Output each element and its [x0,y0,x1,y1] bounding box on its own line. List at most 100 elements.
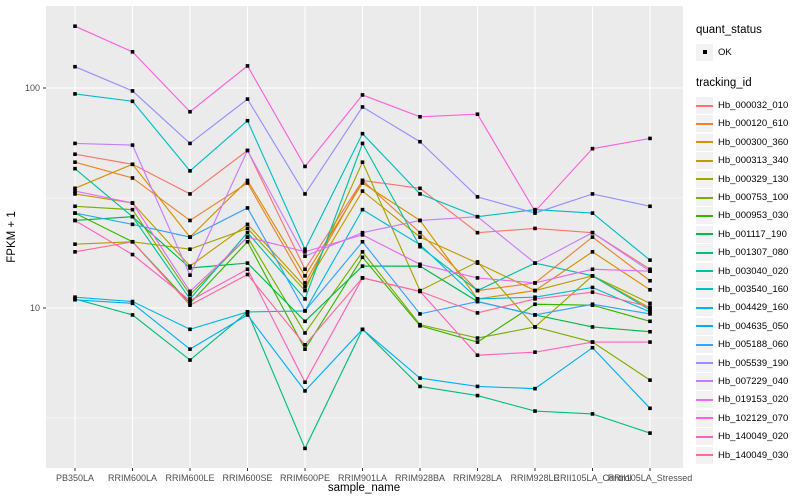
legend-item: Hb_000953_030 [696,207,800,225]
data-point [130,89,135,93]
legend-item-label: Hb_000953_030 [718,210,789,222]
data-point [188,347,192,351]
data-point [188,292,192,297]
x-tick-label: RRIM600PE [280,473,330,483]
legend-key-swatch [696,391,713,409]
line-swatch-icon [696,122,713,125]
data-point [533,325,537,329]
x-tick-label: RRIM901LA [338,473,387,483]
data-point [475,297,480,301]
axis-ticks [43,87,651,471]
data-point [418,289,422,294]
data-point [130,50,135,54]
data-point [648,305,652,309]
legend-item-label: Hb_000313_340 [718,155,789,167]
line-swatch-icon [696,270,713,273]
data-point [73,192,77,196]
data-point [303,267,307,272]
line-swatch-icon [696,214,713,217]
legend-item-label: Hb_001307_080 [718,247,789,259]
data-point [360,276,365,280]
data-point [73,204,77,209]
data-point [418,384,422,389]
data-point [475,276,480,280]
legend-item-label: Hb_140049_030 [718,449,789,461]
data-point [648,310,652,314]
legend-key-swatch [696,152,713,170]
data-point [533,297,537,301]
data-point [360,233,365,237]
data-point [360,264,365,268]
data-point [130,252,135,257]
line-swatch-icon [696,325,713,328]
legend-item: Hb_004635_050 [696,317,800,335]
data-point [73,250,77,254]
data-point [360,93,365,97]
data-point [303,319,307,324]
y-tick-label: 100 [25,83,40,93]
data-point [418,139,422,144]
data-point [418,114,422,119]
data-point [303,347,307,351]
data-point [188,109,192,114]
data-point [188,289,192,294]
legend-key-swatch [696,207,713,225]
data-point [73,141,77,146]
data-point [475,340,480,344]
data-point [648,258,652,262]
data-point [418,242,422,247]
legend-item: Hb_000753_100 [696,188,800,207]
data-point [245,97,250,101]
data-point [533,288,537,293]
data-point [303,297,307,301]
data-point [73,186,77,191]
data-point [73,295,77,299]
legend-item: Hb_007229_040 [696,372,800,390]
data-point [475,299,480,304]
line-swatch-icon [696,233,713,236]
data-point [130,239,135,244]
data-point [475,260,480,264]
data-point [648,204,652,209]
data-point [73,92,77,96]
data-point [418,312,422,316]
line-swatch-icon [696,398,713,401]
legend-item-label: Hb_140049_020 [718,431,789,443]
data-point [188,218,192,223]
data-point [590,250,595,254]
data-point [418,230,422,235]
data-point [418,376,422,380]
data-point [303,446,307,451]
x-tick-label: RRIM600LA [108,473,157,483]
data-point [245,310,250,314]
line-swatch-icon [696,159,713,162]
data-point [188,273,192,277]
tracking-id-legend-title: tracking_id [696,77,752,90]
legend-item-label: Hb_003540_160 [718,283,789,295]
legend-item-label: Hb_000300_360 [718,136,789,148]
data-point [73,24,77,28]
data-point [648,319,652,324]
line-swatch-icon [696,362,713,365]
data-point [130,301,135,306]
data-point [303,331,307,335]
data-point [188,192,192,196]
data-point [590,274,595,278]
line-swatch-icon [696,104,713,107]
legend-item-label: Hb_001117_190 [718,228,787,240]
data-point [188,301,192,306]
data-point [648,406,652,411]
data-point [360,181,365,185]
data-point [360,250,365,254]
data-point [590,267,595,272]
data-point [245,261,250,265]
legend-item-label: Hb_102129_070 [718,412,789,424]
legend-key-swatch [696,299,713,317]
chart-legend: quant_status OK tracking_id Hb_000032_01… [696,24,800,480]
data-point [360,105,365,109]
legend-key-swatch [696,262,713,280]
data-point [418,324,422,328]
data-point [648,431,652,435]
line-swatch-icon [696,435,713,438]
legend-item: Hb_000032_010 [696,96,800,115]
